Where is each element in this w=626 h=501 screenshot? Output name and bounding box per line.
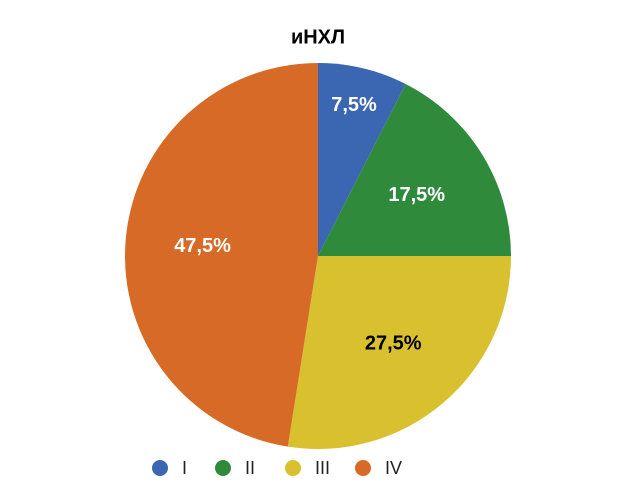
legend-label: IV [385, 458, 402, 478]
pie-slice [125, 63, 319, 447]
legend-marker [215, 460, 231, 476]
legend-label: III [315, 458, 330, 478]
slice-label: 17,5% [388, 184, 445, 206]
chart-title: иНХЛ [291, 26, 345, 48]
pie-slice [287, 256, 511, 449]
pie-slice [318, 63, 406, 256]
legend-marker [355, 460, 371, 476]
legend-label: II [245, 458, 255, 478]
slice-label: 27,5% [365, 332, 422, 354]
legend-marker [285, 460, 301, 476]
slice-label: 7,5% [331, 94, 377, 116]
pie-slice [318, 84, 511, 257]
legend-marker [152, 460, 168, 476]
legend-label: I [182, 458, 187, 478]
slice-label: 47,5% [174, 235, 231, 257]
